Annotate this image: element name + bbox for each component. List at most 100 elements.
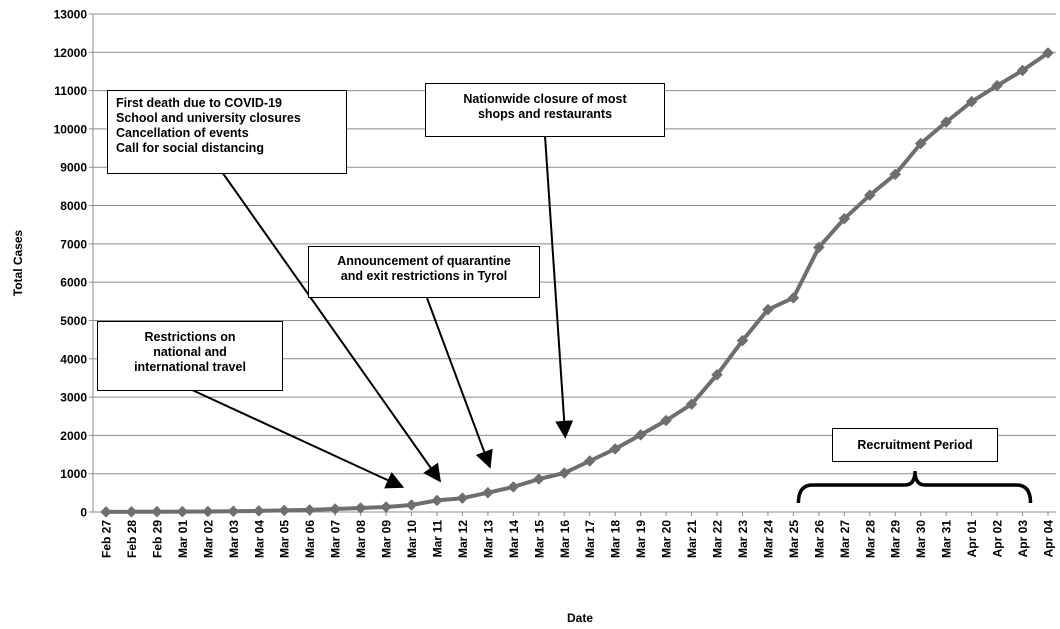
x-tick-label: Mar 24 [761,520,775,558]
x-tick-label: Mar 23 [736,520,750,558]
brace-path [796,470,1033,504]
y-tick-labels: 0 1000 2000 3000 4000 5000 6000 7000 8000 9000 100… [54,8,93,520]
x-tick-label: Mar 19 [634,520,648,558]
annotation-arrow [426,297,493,469]
x-axis-label: Date [567,611,593,625]
x-tick-label: Mar 21 [685,520,699,558]
data-point [482,486,494,499]
annotation-line: First death due to COVID-19 [116,96,282,110]
y-tick-label: 13000 [54,8,88,22]
x-tick-label: Mar 15 [532,520,546,558]
y-tick-label: 3000 [60,391,87,405]
x-tick-label: Mar 09 [380,520,394,558]
data-point [863,189,876,202]
y-tick-label: 7000 [60,237,87,251]
x-tick-label: Mar 18 [609,520,623,558]
data-point [1016,64,1029,77]
annotation-travel-restrictions: Restrictions on national and internation… [97,321,283,391]
annotation-line: Call for social distancing [116,141,264,155]
y-tick-label: 6000 [60,276,87,290]
data-point [762,303,774,316]
data-point [813,241,825,254]
data-point [660,414,672,427]
x-tick-labels: Feb 27 Feb 28 Feb 29 Mar 01 Mar 02 Mar 03 Mar … [100,512,1056,558]
annotation-line: School and university closures [116,111,301,125]
x-tick-label: Feb 28 [125,520,139,558]
data-point [889,168,902,181]
y-tick-label: 9000 [60,161,87,175]
x-tick-label: Feb 27 [100,520,114,558]
y-axis-label: Total Cases [11,229,25,296]
x-tick-label: Mar 08 [354,520,368,558]
annotation-line: and exit restrictions in Tyrol [340,269,508,283]
x-tick-label: Mar 14 [507,520,521,558]
x-tick-label: Apr 04 [1042,520,1056,558]
x-tick-label: Mar 04 [252,520,266,558]
data-point [303,504,316,516]
annotation-first-death: First death due to COVID-19 School and u… [107,90,347,174]
y-tick-label: 10000 [54,122,88,136]
annotation-quarantine-tyrol: Announcement of quarantine and exit rest… [308,246,540,298]
data-point [227,505,240,518]
x-tick-label: Mar 02 [201,520,215,558]
x-tick-label: Mar 17 [583,520,597,558]
y-tick-label: 5000 [60,314,87,328]
annotation-arrow [221,171,442,483]
y-tick-label: 2000 [60,429,87,443]
x-tick-label: Mar 20 [660,520,674,558]
annotation-line: Announcement of quarantine [337,254,511,268]
data-point [838,212,851,225]
data-point [151,505,163,518]
data-point [583,455,596,467]
x-tick-label: Mar 10 [405,520,419,558]
x-tick-label: Mar 22 [711,520,725,558]
data-point [736,334,749,347]
data-point [380,501,392,513]
x-tick-label: Mar 25 [787,520,801,558]
y-tick-label: 4000 [60,352,87,366]
x-tick-label: Mar 07 [329,520,343,558]
annotation-recruitment-period: Recruitment Period [832,428,998,462]
recruitment-brace [796,470,1033,504]
data-point [329,503,341,515]
x-tick-label: Mar 01 [176,520,190,558]
annotation-arrows [189,135,574,489]
x-tick-label: Apr 02 [991,520,1005,558]
x-tick-label: Mar 03 [227,520,241,558]
data-point [100,506,112,518]
data-point [431,494,443,507]
annotation-line: Restrictions on [144,330,236,344]
data-point [125,505,138,518]
x-tick-label: Apr 03 [1016,520,1030,558]
x-tick-label: Mar 06 [303,520,317,558]
x-tick-label: Mar 12 [456,520,470,558]
x-tick-label: Mar 28 [863,520,877,558]
data-point [405,499,418,511]
data-point [940,116,953,128]
data-point [685,398,698,411]
data-point [252,505,265,517]
series-markers [100,47,1054,518]
x-tick-label: Mar 05 [278,520,292,558]
y-tick-label: 11000 [54,84,87,98]
x-tick-label: Mar 29 [889,520,903,558]
annotation-line: national and [153,345,227,359]
data-point [787,292,800,304]
y-tick-label: 0 [80,506,87,520]
data-point [609,443,622,455]
y-tick-label: 1000 [60,467,87,481]
annotation-arrow [544,135,574,439]
x-tick-label: Mar 26 [812,520,826,558]
data-point [354,502,367,514]
data-point [456,492,469,505]
x-tick-label: Mar 11 [430,520,444,558]
data-point [532,473,545,485]
x-tick-label: Mar 13 [481,520,495,558]
data-point [507,481,520,493]
x-tick-label: Mar 27 [838,520,852,558]
x-tick-label: Mar 30 [914,520,928,558]
data-point [991,79,1003,92]
data-point [965,95,978,108]
annotation-line: Cancellation of events [116,126,249,140]
